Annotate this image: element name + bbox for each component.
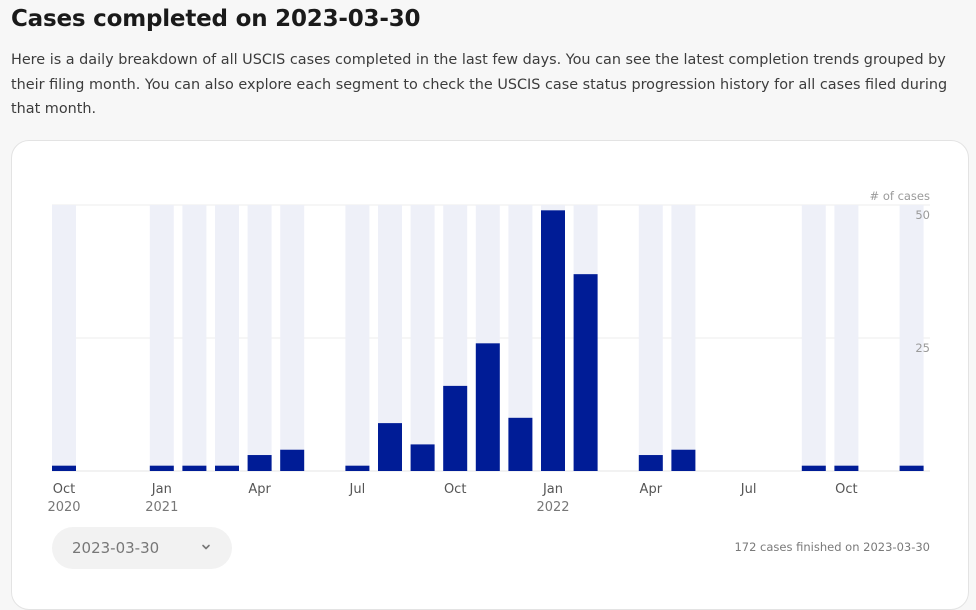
bar[interactable] [443,385,468,471]
x-tick-label: Apr [640,482,663,497]
x-tick-year-label: 2020 [47,500,80,515]
y-tick-label: 25 [915,341,930,355]
bar-background[interactable] [182,205,207,471]
x-tick-year-label: 2021 [145,500,178,515]
background-bars-layer [52,205,924,471]
bar[interactable] [410,444,435,471]
date-select[interactable]: 2023-03-30 [52,527,232,569]
x-tick-label: Jan [151,482,172,497]
y-axis-label: # of cases [870,189,930,203]
bar-background[interactable] [899,205,924,471]
bar[interactable] [638,455,663,471]
x-tick-label: Jul [740,482,757,497]
bar[interactable] [508,417,533,471]
bar-background[interactable] [834,205,859,471]
bar-chart: 25 50 # of cases Oct 2020 Jan 2021 Apr Jul Oct Jan… [47,189,930,515]
x-tick-label: Apr [248,482,271,497]
x-tick-label: Oct [835,482,857,497]
date-select-value: 2023-03-30 [72,539,160,557]
bar[interactable] [573,274,598,471]
page-title: Cases completed on 2023-03-30 [11,6,421,32]
y-tick-label: 50 [915,208,930,222]
x-tick-year-label: 2022 [536,500,569,515]
bar[interactable] [899,465,924,471]
summary-text: 172 cases finished on 2023-03-30 [734,540,930,554]
bar[interactable] [280,449,305,471]
bar[interactable] [834,465,859,471]
bar[interactable] [149,465,174,471]
bar-background[interactable] [345,205,370,471]
bar-background[interactable] [410,205,435,471]
chevron-down-icon [202,544,210,550]
bar-background[interactable] [247,205,272,471]
page-description: Here is a daily breakdown of all USCIS c… [11,52,948,117]
x-tick-label: Jan [542,482,563,497]
labels-layer: 25 50 # of cases Oct 2020 Jan 2021 Apr Jul Oct Jan… [47,189,930,515]
bar[interactable] [801,465,826,471]
bar-background[interactable] [52,205,76,471]
bar-background[interactable] [671,205,696,471]
bars-layer [52,210,924,471]
bar[interactable] [52,465,76,471]
x-tick-label: Jul [349,482,366,497]
bar[interactable] [345,465,370,471]
x-tick-label: Oct [53,482,75,497]
bar[interactable] [475,343,500,471]
bar[interactable] [541,210,565,471]
bar[interactable] [215,465,239,471]
bar[interactable] [247,455,272,471]
bar-background[interactable] [149,205,174,471]
bar-background[interactable] [215,205,239,471]
bar[interactable] [378,423,402,471]
x-tick-label: Oct [444,482,466,497]
bar-background[interactable] [801,205,826,471]
bar[interactable] [671,449,696,471]
bar-background[interactable] [280,205,305,471]
bar-background[interactable] [638,205,663,471]
bar[interactable] [182,465,207,471]
